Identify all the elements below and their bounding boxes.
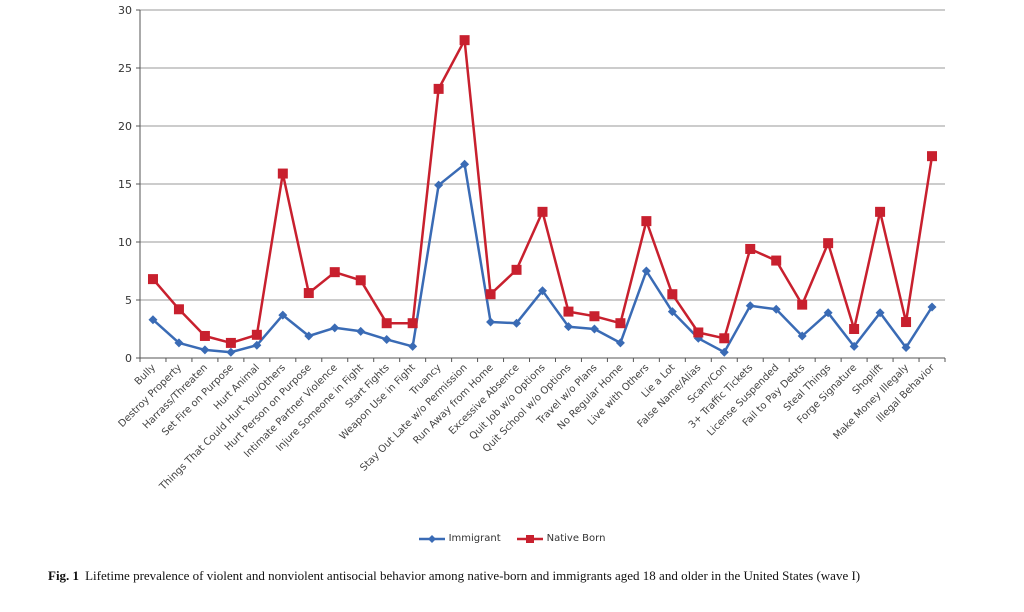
data-point: [745, 301, 755, 311]
data-point: [563, 322, 573, 332]
square-marker-icon: [516, 534, 543, 543]
data-point: [407, 318, 418, 329]
data-point: [434, 180, 444, 190]
figure-caption: Fig. 1 Lifetime prevalence of violent and…: [48, 568, 1013, 584]
y-tick-label: 25: [118, 62, 132, 75]
data-point: [199, 330, 210, 341]
data-point: [927, 302, 937, 312]
y-tick-label: 10: [118, 236, 132, 249]
data-point: [512, 318, 522, 328]
data-point: [849, 341, 859, 351]
data-point: [797, 331, 807, 341]
data-point: [693, 327, 704, 338]
legend-label: Immigrant: [448, 533, 501, 544]
data-point: [147, 274, 158, 285]
data-point: [356, 326, 366, 336]
data-point: [823, 308, 833, 318]
data-point: [537, 206, 548, 217]
data-point: [486, 317, 496, 327]
data-point: [771, 255, 782, 266]
data-point: [200, 345, 210, 355]
data-point: [615, 338, 625, 348]
data-point: [304, 331, 314, 341]
legend: Immigrant Native Born: [0, 533, 1024, 544]
data-point: [330, 323, 340, 333]
data-point: [667, 289, 678, 300]
data-point: [173, 304, 184, 315]
figure-label: Fig. 1: [48, 568, 80, 583]
data-point: [875, 308, 885, 318]
data-point: [252, 340, 262, 350]
series: [147, 35, 938, 357]
data-point: [251, 329, 262, 340]
data-point: [174, 338, 184, 348]
data-point: [901, 317, 912, 328]
y-tick-label: 30: [118, 4, 132, 17]
data-point: [459, 35, 470, 46]
data-point: [641, 266, 651, 276]
data-point: [382, 334, 392, 344]
data-point: [485, 289, 496, 300]
data-point: [563, 306, 574, 317]
data-point: [901, 343, 911, 353]
data-point: [381, 318, 392, 329]
diamond-marker-icon: [418, 534, 445, 543]
data-point: [303, 288, 314, 299]
gridlines: [140, 9, 945, 301]
data-point: [771, 304, 781, 314]
data-point: [745, 243, 756, 254]
data-point: [589, 311, 600, 322]
data-point: [408, 341, 418, 351]
data-point: [460, 159, 470, 169]
y-tick-label: 0: [125, 352, 132, 365]
series-native-born: [147, 35, 938, 348]
data-point: [641, 216, 652, 227]
data-point: [875, 206, 886, 217]
data-point: [797, 299, 808, 310]
data-point: [277, 168, 288, 179]
legend-label: Native Born: [546, 533, 606, 544]
data-point: [538, 286, 547, 296]
series-immigrant: [148, 159, 937, 357]
axes: [136, 9, 946, 362]
data-point: [615, 318, 626, 329]
data-point: [589, 324, 599, 334]
legend-item-native-born: Native Born: [516, 533, 606, 544]
data-point: [927, 151, 938, 162]
data-point: [719, 347, 729, 357]
data-point: [355, 275, 366, 286]
data-point: [823, 238, 834, 249]
y-tick-label: 5: [125, 294, 132, 307]
data-point: [225, 337, 236, 348]
data-point: [667, 307, 677, 317]
legend-item-immigrant: Immigrant: [418, 533, 501, 544]
data-point: [278, 310, 288, 320]
y-tick-labels: 0 5 10 15 20 25 30: [118, 4, 132, 365]
data-point: [433, 83, 444, 94]
data-point: [849, 324, 860, 334]
y-tick-label: 15: [118, 178, 132, 191]
y-tick-label: 20: [118, 120, 132, 133]
data-point: [719, 333, 730, 344]
data-point: [226, 347, 236, 357]
caption-text: Lifetime prevalence of violent and nonvi…: [85, 568, 861, 583]
series-line: [152, 38, 934, 345]
data-point: [148, 315, 158, 325]
data-point: [511, 264, 522, 275]
data-point: [329, 267, 340, 278]
